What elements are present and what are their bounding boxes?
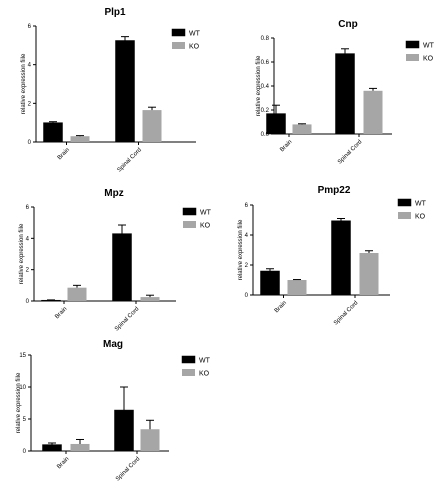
bar-ko-spinal-cord: [142, 110, 162, 142]
y-tick-label: 0.8: [261, 36, 270, 42]
bar-ko-brain: [292, 124, 312, 134]
y-axis-label: relative expression fiile: [256, 55, 262, 116]
y-tick-label: 0.4: [261, 84, 270, 90]
legend-swatch-ko: [406, 54, 419, 61]
bar-wt-spinal-cord: [335, 53, 355, 135]
x-tick-label: Brain: [279, 139, 293, 153]
y-tick-label: 4: [245, 233, 249, 239]
legend-label-ko: KO: [189, 44, 200, 51]
chart-cnp: Cnp relative expression fiile 0.0 0.2 0.4 0.6…: [256, 19, 435, 166]
chart-title: Mag: [103, 339, 123, 350]
y-tick-label: 2: [28, 101, 32, 107]
legend-swatch-wt: [405, 40, 420, 49]
legend-label-wt: WT: [423, 43, 435, 50]
bar-ko-brain: [70, 443, 90, 451]
bar-ko-brain: [70, 136, 90, 142]
legend-label-ko: KO: [423, 56, 434, 63]
bar-wt-spinal-cord: [331, 220, 351, 296]
y-axis-label: relative expression fiile: [16, 372, 22, 433]
chart-title: Cnp: [338, 19, 357, 30]
legend-label-ko: KO: [199, 371, 210, 378]
bar-wt-brain: [260, 270, 280, 296]
y-tick-label: 4: [26, 236, 30, 242]
bar-wt-brain: [43, 122, 63, 143]
bar-ko-brain: [67, 287, 87, 301]
bar-ko-spinal-cord: [140, 429, 160, 451]
x-tick-label: Brain: [56, 456, 70, 470]
y-tick-label: 0: [245, 293, 249, 299]
y-tick-label: 2: [245, 263, 249, 269]
legend-label-wt: WT: [189, 31, 201, 38]
legend-label-ko: KO: [200, 223, 211, 230]
chart-title: Mpz: [104, 188, 123, 199]
chart-plp1: Plp1 relative expression fiile 0 2 4 6 Brain Sp…: [21, 7, 201, 174]
y-tick-label: 6: [245, 203, 249, 209]
legend-swatch-ko: [172, 42, 185, 49]
legend-swatch-wt: [171, 28, 186, 37]
bar-wt-spinal-cord: [114, 409, 134, 452]
y-tick-label: 0: [23, 449, 27, 455]
bar-ko-spinal-cord: [140, 297, 160, 301]
chart-title: Plp1: [104, 7, 126, 18]
legend-swatch-ko: [398, 212, 411, 219]
bar-wt-spinal-cord: [112, 233, 132, 302]
y-tick-label: 0.2: [261, 108, 270, 114]
bar-wt-brain: [42, 444, 62, 452]
y-tick-label: 0: [26, 299, 30, 305]
x-tick-label: Spinal Cord: [115, 456, 141, 482]
y-axis-label: relative expression fiile: [21, 53, 27, 114]
legend-swatch-wt: [182, 207, 197, 216]
y-tick-label: 6: [28, 24, 32, 30]
x-tick-label: Brain: [274, 300, 288, 314]
chart-pmp22: Pmp22 relative expression fiile 0 2 4 6 Brain S…: [238, 185, 427, 327]
legend-label-wt: WT: [415, 201, 427, 208]
bar-ko-brain: [287, 280, 307, 295]
legend-label-wt: WT: [199, 358, 211, 365]
y-axis-label: relative expression fiile: [238, 219, 244, 280]
y-tick-label: 5: [23, 417, 27, 423]
y-tick-label: 6: [26, 205, 30, 211]
legend-swatch-ko: [183, 221, 196, 228]
y-axis-label: relative expression fiile: [19, 223, 25, 284]
y-tick-label: 0.6: [261, 60, 270, 66]
y-tick-label: 15: [19, 353, 26, 359]
x-tick-label: Brain: [57, 147, 71, 161]
legend-label-ko: KO: [415, 214, 426, 221]
legend-swatch-wt: [181, 355, 196, 364]
chart-title: Pmp22: [318, 185, 351, 196]
bar-ko-spinal-cord: [359, 253, 379, 295]
y-tick-label: 10: [19, 385, 26, 391]
bar-ko-spinal-cord: [363, 90, 383, 134]
x-tick-label: Spinal Cord: [337, 139, 363, 165]
legend-label-wt: WT: [200, 210, 212, 217]
chart-mag: Mag relative expression fiile 0 5 10 15 Brain S…: [16, 339, 211, 483]
x-tick-label: Brain: [54, 306, 68, 320]
x-tick-label: Spinal Cord: [333, 300, 359, 326]
bar-wt-spinal-cord: [115, 40, 135, 143]
legend-swatch-ko: [182, 369, 195, 376]
y-tick-label: 0.0: [261, 132, 270, 138]
y-tick-label: 0: [28, 140, 32, 146]
x-tick-label: Spinal Cord: [116, 147, 142, 173]
y-tick-label: 4: [28, 63, 32, 69]
y-tick-label: 2: [26, 268, 30, 274]
bar-wt-brain: [266, 113, 286, 135]
legend-swatch-wt: [397, 198, 412, 207]
x-tick-label: Spinal Cord: [114, 306, 140, 332]
chart-mpz: Mpz relative expression fiile 0 2 4 6 Brain Spi…: [19, 188, 212, 333]
